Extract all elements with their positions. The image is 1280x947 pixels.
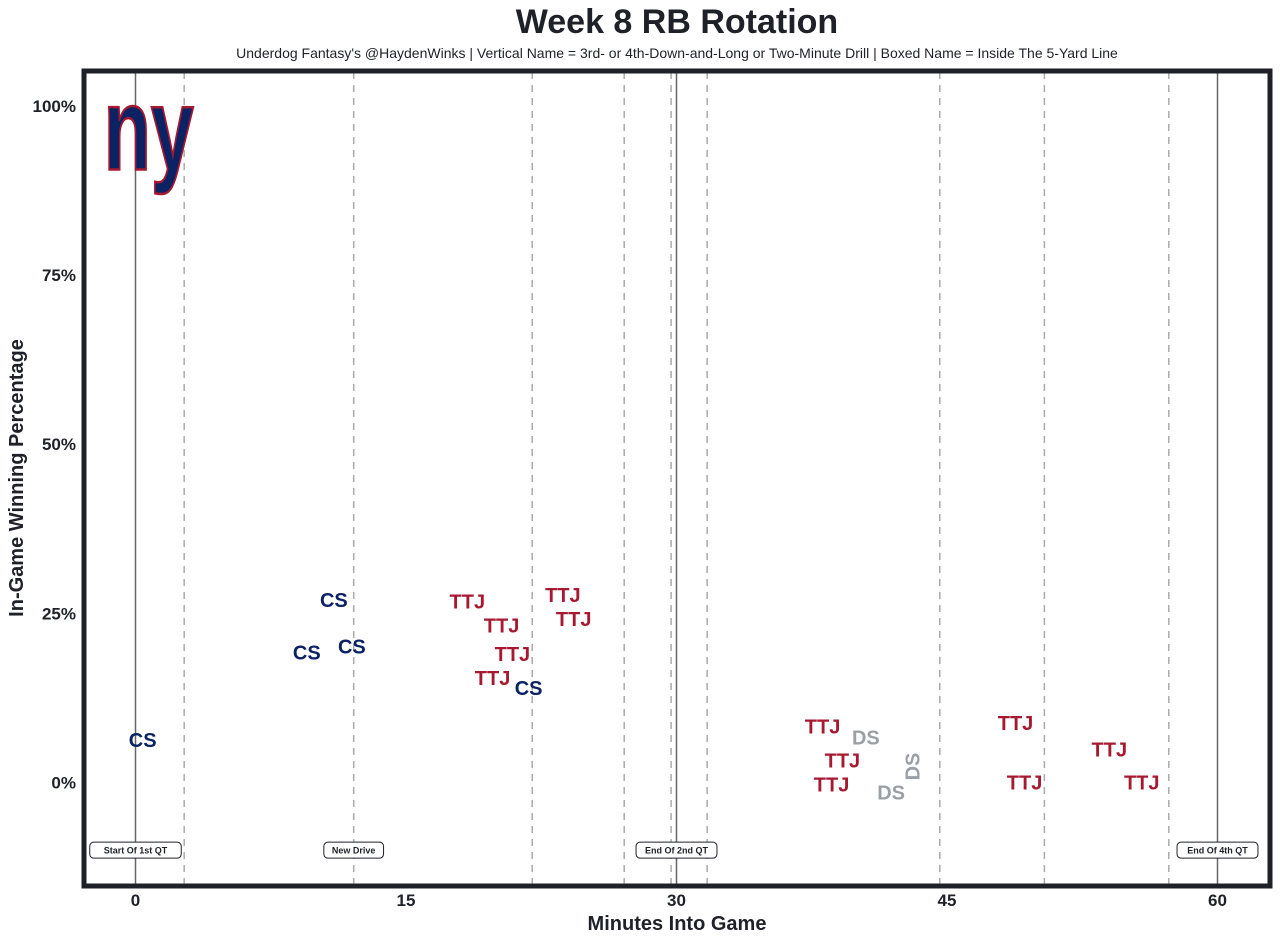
annotation-label: End Of 4th QT (1187, 846, 1248, 856)
data-point-group: TTJ (545, 585, 581, 607)
data-point-ttj: TTJ (998, 713, 1034, 735)
data-point-cs: CS (515, 678, 543, 700)
data-point-group: TTJ (556, 609, 592, 631)
data-point-group: TTJ (450, 592, 486, 614)
data-point-cs: CS (293, 643, 321, 665)
x-tick-label: 60 (1208, 891, 1227, 910)
data-point-ttj: TTJ (475, 668, 511, 690)
data-point-group: TTJ (1124, 773, 1160, 795)
data-point-group: TTJ (1092, 739, 1128, 761)
data-point-group: CS (320, 590, 348, 612)
data-point-group: TTJ (825, 751, 861, 773)
data-point-cs: CS (338, 636, 366, 658)
data-point-group: DS (877, 782, 905, 804)
data-point-group: CS (515, 678, 543, 700)
data-point-ttj: TTJ (545, 585, 581, 607)
data-point-group: CS (293, 643, 321, 665)
data-point-ttj: TTJ (484, 616, 520, 638)
data-point-ttj: TTJ (814, 775, 850, 797)
data-point-group: CS (129, 730, 157, 752)
data-point-ttj: TTJ (450, 592, 486, 614)
y-axis-label: In-Game Winning Percentage (6, 339, 28, 617)
y-tick-label: 100% (33, 97, 76, 116)
data-point-ttj: TTJ (1007, 773, 1043, 795)
annotation-box (89, 841, 182, 859)
y-tick-label: 50% (42, 435, 76, 454)
annotation-box (1176, 841, 1259, 859)
plot-border (81, 68, 1273, 889)
data-point-group: CS (338, 636, 366, 658)
data-point-group: TTJ (805, 716, 841, 738)
x-axis-label: Minutes Into Game (588, 913, 767, 935)
x-tick-label: 0 (131, 891, 140, 910)
x-tick-label: 45 (938, 891, 957, 910)
data-point-ttj: TTJ (556, 609, 592, 631)
y-tick-label: 75% (42, 266, 76, 285)
data-point-ttj: TTJ (825, 751, 861, 773)
annotation-label: New Drive (332, 846, 376, 856)
data-point-ttj: TTJ (495, 644, 531, 666)
data-point-cs: CS (320, 590, 348, 612)
data-point-group: TTJ (484, 616, 520, 638)
data-point-group: TTJ (475, 668, 511, 690)
data-point-ds: DS (877, 782, 905, 804)
annotation-label: Start Of 1st QT (104, 846, 168, 856)
team-logo: ny (104, 64, 194, 196)
data-point-ttj: TTJ (805, 716, 841, 738)
data-point-group: DS (903, 753, 925, 781)
y-tick-label: 0% (51, 774, 76, 793)
x-tick-label: 15 (397, 891, 416, 910)
data-point-group: TTJ (814, 775, 850, 797)
annotation-label: End Of 2nd QT (645, 846, 708, 856)
annotation-box (635, 841, 718, 859)
chart-subtitle: Underdog Fantasy's @HaydenWinks | Vertic… (236, 45, 1118, 61)
data-point-group: TTJ (998, 713, 1034, 735)
x-tick-label: 30 (667, 891, 686, 910)
data-point-cs: CS (129, 730, 157, 752)
data-point-ttj: TTJ (1124, 773, 1160, 795)
plot-area: ny Start Of 1st QT New Drive End Of 2nd QT E… (89, 62, 1259, 884)
data-point-ds: DS (852, 727, 880, 749)
annotation-box (323, 841, 385, 859)
data-point-group: TTJ (1007, 773, 1043, 795)
chart-title: Week 8 RB Rotation (516, 3, 838, 41)
data-point-group: TTJ (495, 644, 531, 666)
y-tick-label: 25% (42, 604, 76, 623)
data-point-ttj: TTJ (1092, 739, 1128, 761)
data-point-group: DS (852, 727, 880, 749)
data-point-ds: DS (903, 753, 925, 781)
